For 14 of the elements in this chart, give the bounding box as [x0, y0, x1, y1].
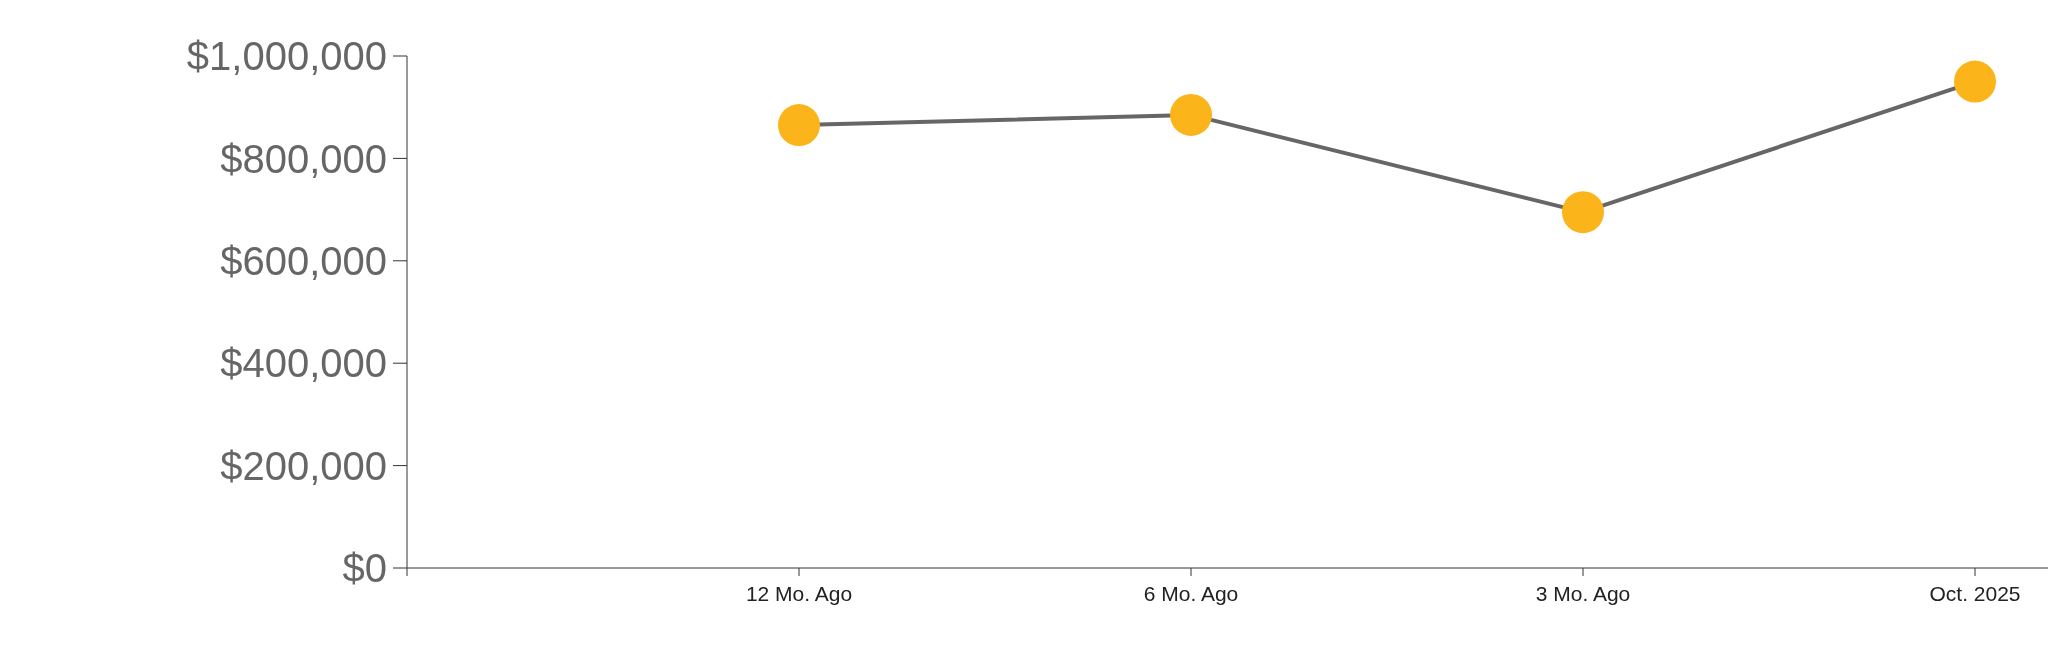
- x-tick-label: 6 Mo. Ago: [1143, 581, 1239, 605]
- y-tick-label: $600,000: [220, 239, 387, 283]
- y-tick-label: $0: [342, 546, 387, 591]
- point: [1562, 191, 1604, 234]
- x-tick-label: Oct. 2025: [1929, 581, 2021, 605]
- y-tick-label: $400,000: [220, 341, 387, 386]
- y-tick-label: $200,000: [220, 443, 387, 488]
- point: [1954, 60, 1996, 103]
- y-tick-label: $1,000,000: [186, 34, 387, 79]
- y-tick-label: $800,000: [220, 136, 387, 181]
- x-tick-label: 3 Mo. Ago: [1535, 581, 1631, 605]
- x-tick-label: 12 Mo. Ago: [745, 581, 853, 605]
- point: [778, 104, 820, 147]
- point: [1170, 93, 1212, 136]
